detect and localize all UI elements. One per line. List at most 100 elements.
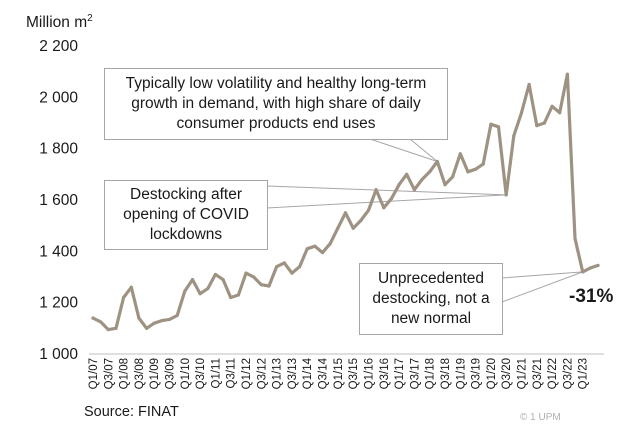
watermark: © 1 UPM [520,412,561,423]
data-point [320,251,325,255]
y-tick-label: 2 000 [39,89,78,106]
data-point [236,293,240,297]
x-tick-label: Q1/18 [425,358,437,389]
data-point [466,170,470,174]
data-point [144,326,149,330]
x-tick-label: Q1/20 [486,358,498,389]
x-tick-label: Q3/12 [256,358,268,389]
data-point [152,321,156,325]
x-tick-label: Q1/12 [241,358,253,389]
data-point [420,177,424,182]
x-tick-label: Q1/09 [149,358,161,389]
data-point [389,197,394,201]
data-point [328,242,332,246]
data-point [167,317,172,321]
data-point [213,272,218,277]
x-tick-label: Q1/10 [180,358,192,389]
data-point [405,172,409,176]
data-point [527,82,531,87]
data-point [160,319,164,323]
data-point [481,162,485,166]
data-point [489,122,493,126]
data-point [435,159,439,164]
data-point [190,277,195,282]
y-tick-label: 1 200 [39,295,78,312]
x-tick-label: Q1/17 [394,358,406,389]
y-tick-label: 1 000 [39,346,78,363]
data-point [229,295,233,300]
x-tick-label: Q3/20 [501,358,513,389]
data-point [535,123,539,128]
data-point [252,275,256,279]
data-point [428,170,432,174]
data-point [290,271,294,275]
data-point [374,188,378,192]
data-point [558,111,562,115]
x-tick-label: Q3/15 [348,358,360,389]
x-tick-label: Q3/22 [562,358,574,389]
data-point [443,183,447,187]
data-point [106,328,110,332]
data-point [504,193,508,197]
data-point [137,316,141,320]
x-tick-label: Q1/23 [578,358,590,389]
data-point [359,218,363,223]
data-point [259,283,263,287]
x-tick-label: Q1/19 [455,358,467,389]
x-tick-label: Q3/18 [440,358,452,389]
x-tick-label: Q3/10 [195,358,207,389]
x-tick-label: Q3/13 [287,358,299,389]
data-point [129,285,133,289]
data-point [313,244,317,248]
data-point [275,265,279,269]
highlight-label: -31% [569,286,613,307]
data-point [282,261,286,265]
data-point [581,270,585,274]
x-tick-label: Q1/11 [210,358,222,388]
data-point [198,292,202,296]
x-tick-label: Q3/11 [226,358,238,388]
data-point [512,134,516,138]
x-tick-label: Q3/19 [471,358,483,389]
data-point [114,326,118,330]
data-point [519,111,524,115]
data-point [565,72,569,76]
data-point [297,265,302,269]
callout-pointer [369,138,438,162]
annotation-covid-destocking: Destocking after opening of COVID lockdo… [104,180,268,250]
data-point [244,271,248,275]
data-point [458,152,462,156]
x-tick-label: Q3/09 [165,358,177,389]
data-point [221,277,225,282]
data-point [382,206,386,210]
x-tick-label: Q3/07 [103,358,115,389]
data-point [175,313,179,318]
x-tick-label: Q1/13 [272,358,284,389]
data-point [183,289,187,293]
x-tick-label: Q3/16 [379,358,391,389]
x-tick-label: Q1/08 [119,358,131,389]
x-tick-label: Q1/15 [333,358,345,389]
data-point [496,125,501,129]
x-tick-label: Q1/22 [547,358,559,389]
annotation-unprecedented-destocking: Unprecedented destocking, not a new norm… [359,263,503,335]
x-tick-label: Q1/07 [88,358,100,389]
data-point [473,167,478,171]
data-point [366,208,371,212]
data-point [573,236,577,241]
data-point [596,263,600,268]
source-note: Source: FINAT [84,404,179,420]
x-tick-label: Q3/08 [134,358,146,389]
data-point [206,286,210,291]
x-tick-label: Q1/21 [516,358,528,389]
data-point [305,247,309,251]
data-point [99,320,103,324]
data-point [451,175,455,179]
x-tick-label: Q1/14 [302,357,314,389]
data-point [122,295,126,300]
data-point [336,226,340,230]
y-tick-label: 1 600 [39,192,78,209]
data-point [351,226,355,230]
y-tick-label: 1 400 [39,243,78,260]
